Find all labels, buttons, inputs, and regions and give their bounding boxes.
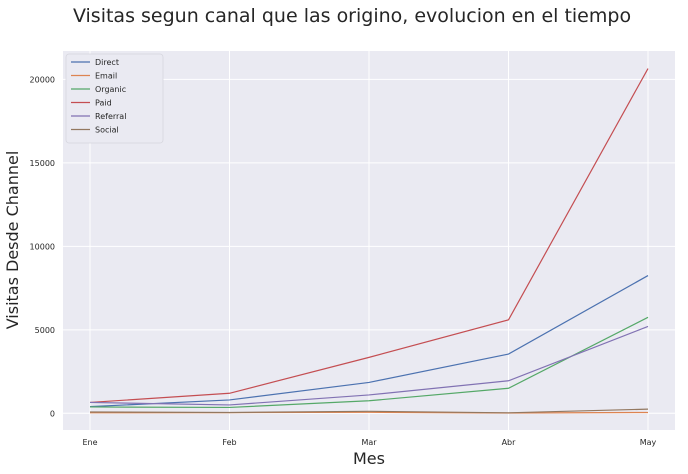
series-line-social xyxy=(89,408,649,414)
series-line-paid xyxy=(89,68,649,404)
x-tick-labels: Ene Feb Mar Abr May xyxy=(82,438,656,447)
y-tick-label: 0 xyxy=(50,409,55,418)
series-line-direct xyxy=(89,275,649,408)
x-tick-label: Ene xyxy=(82,438,97,447)
legend-label: Social xyxy=(95,126,119,135)
y-tick-label: 15000 xyxy=(30,159,55,168)
x-tick-label: Feb xyxy=(222,438,236,447)
y-axis-label: Visitas Desde Channel xyxy=(3,151,22,330)
gridlines xyxy=(63,51,675,430)
y-tick-label: 10000 xyxy=(30,242,55,251)
x-tick-label: May xyxy=(640,438,657,447)
series-lines xyxy=(89,68,649,414)
y-tick-label: 20000 xyxy=(30,75,55,84)
legend-label: Paid xyxy=(95,99,112,108)
legend-label: Email xyxy=(95,72,117,81)
chart-title: Visitas segun canal que las origino, evo… xyxy=(73,5,631,27)
legend-label: Referral xyxy=(95,112,126,121)
series-line-referral xyxy=(89,325,649,406)
legend-label: Direct xyxy=(95,58,119,67)
y-tick-labels: 0 5000 10000 15000 20000 xyxy=(30,75,55,418)
legend-label: Organic xyxy=(95,85,126,94)
legend: Direct Email Organic Paid Referral Social xyxy=(65,53,164,144)
x-tick-label: Abr xyxy=(502,438,517,447)
y-tick-label: 5000 xyxy=(35,326,55,335)
x-tick-label: Mar xyxy=(361,438,377,447)
x-axis-label: Mes xyxy=(353,449,385,468)
series-line-organic xyxy=(89,316,649,409)
legend-box xyxy=(65,53,164,144)
